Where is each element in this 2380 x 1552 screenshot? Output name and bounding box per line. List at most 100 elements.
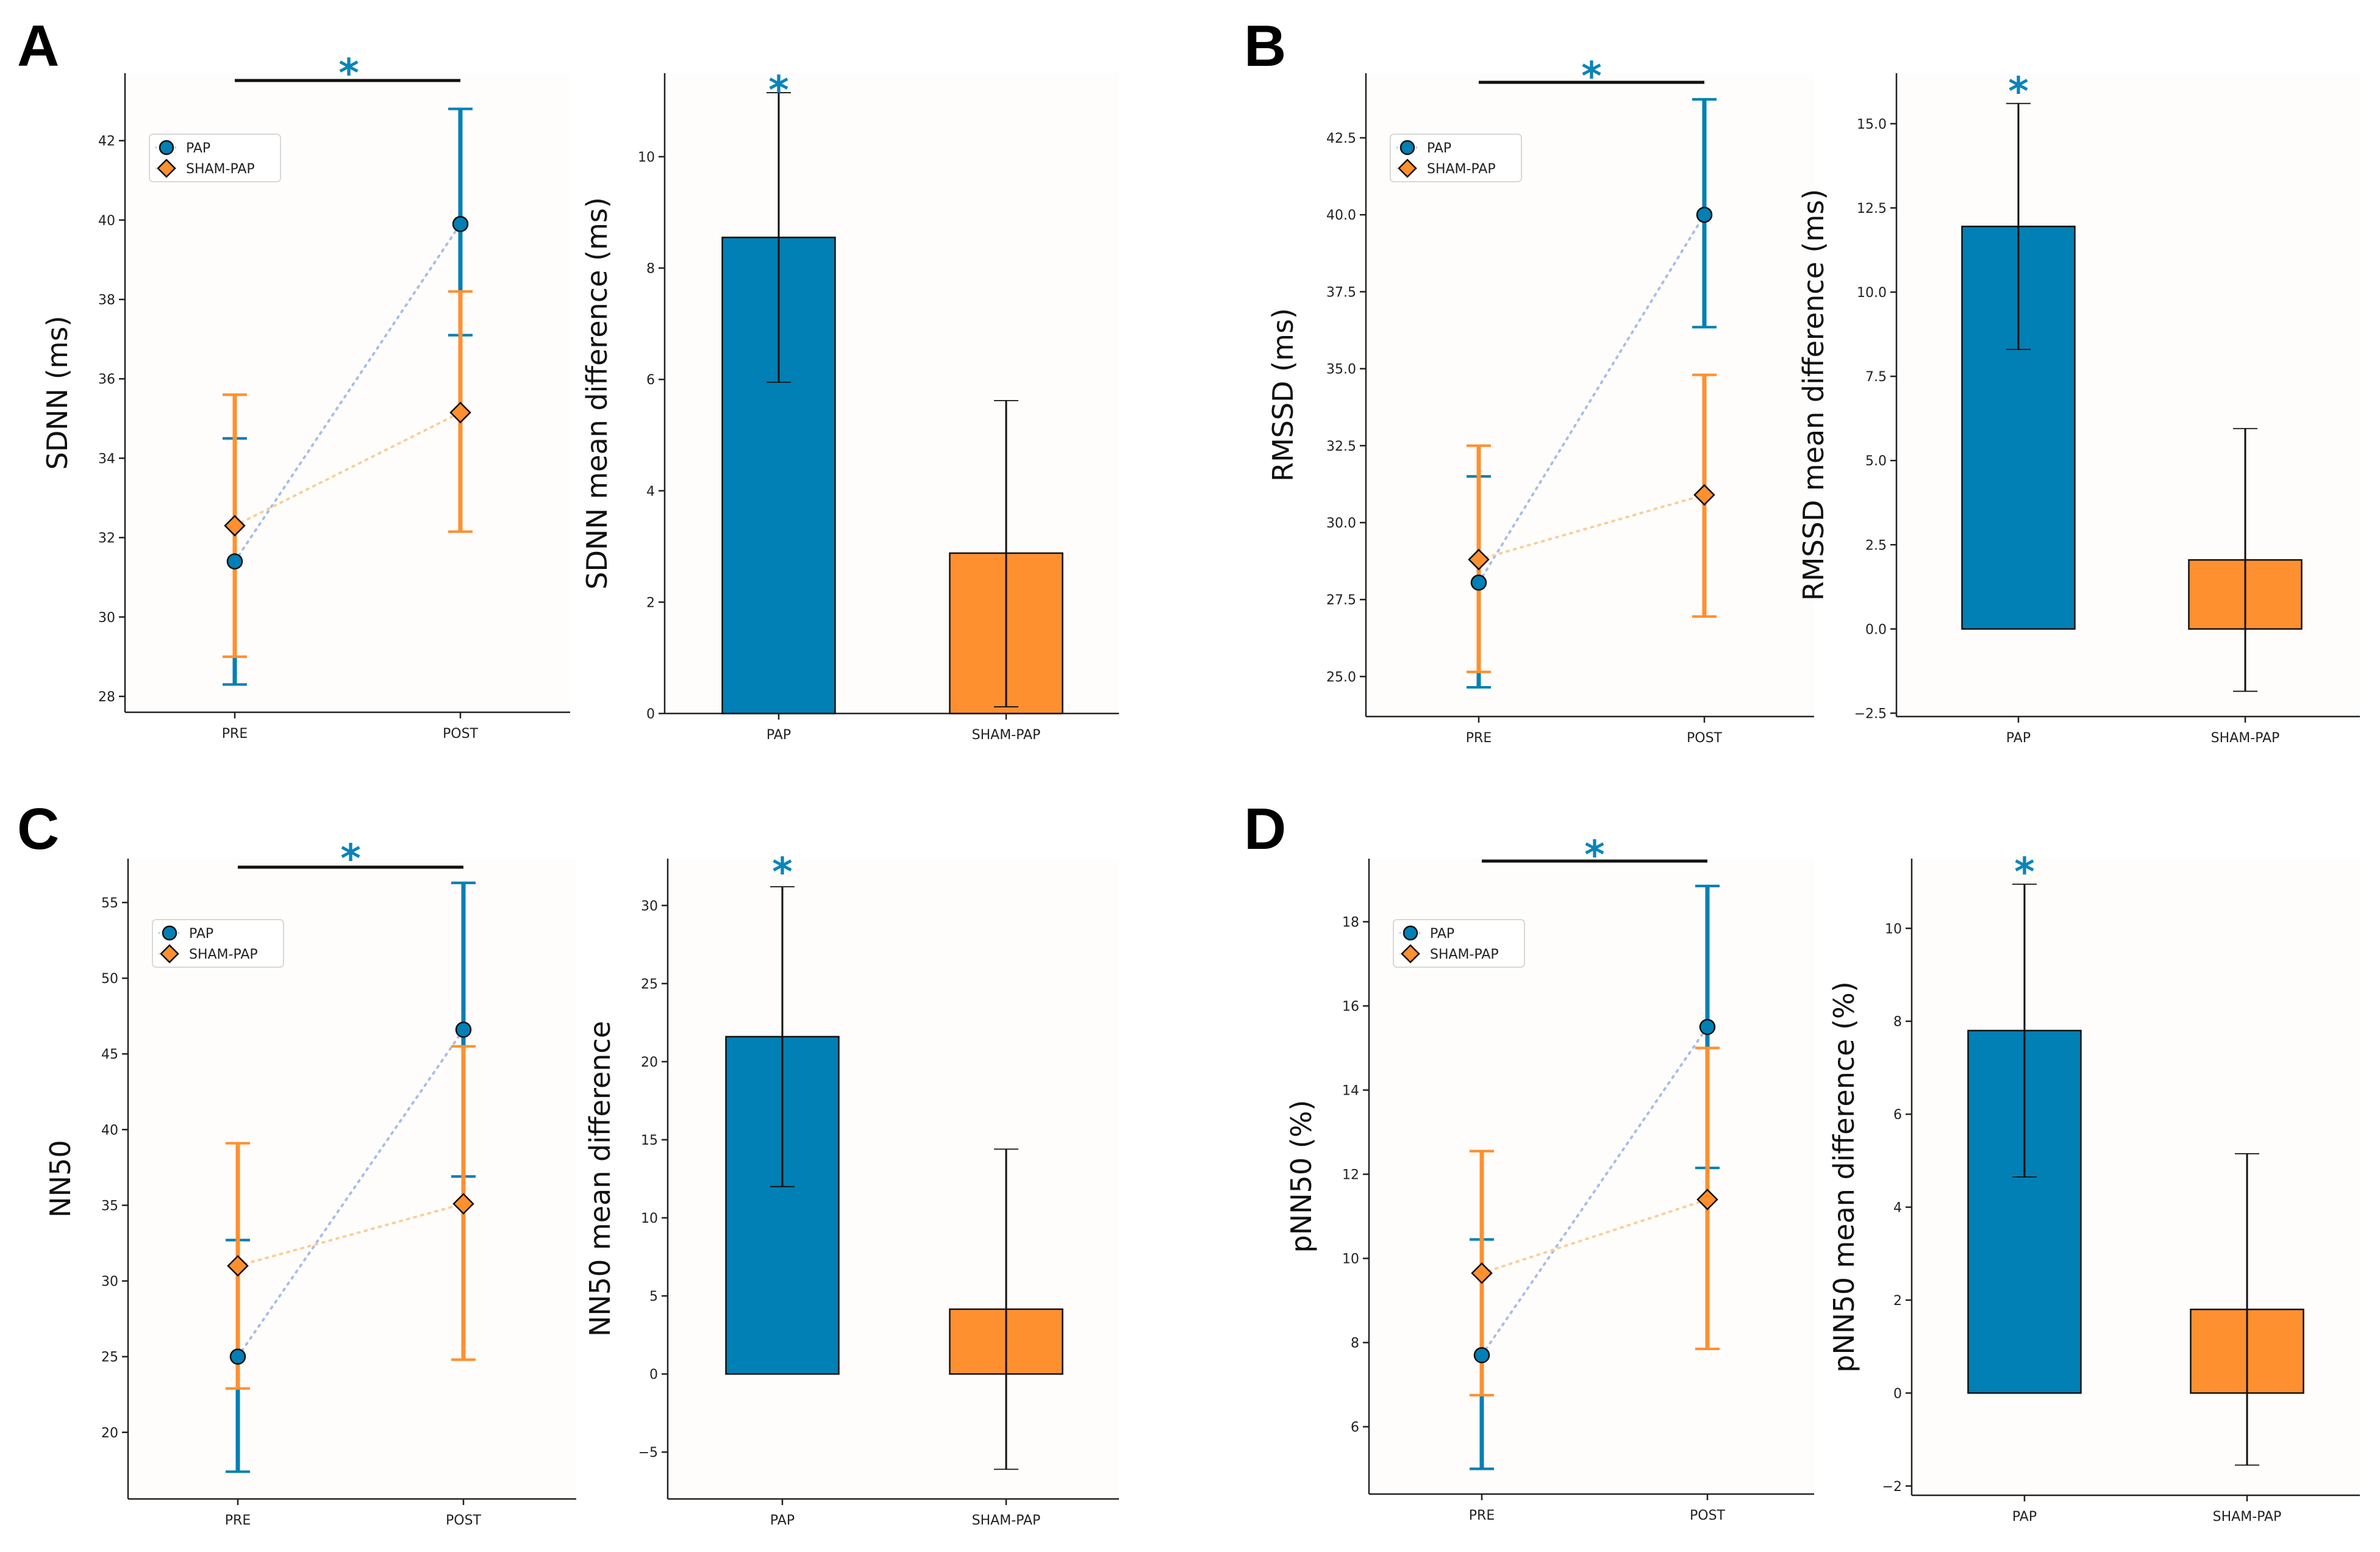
y-tick-label: 38 [98,293,115,308]
data-point-sham-pap [1696,1189,1718,1210]
legend-frame [1390,134,1522,182]
significance-star: * [2008,70,2028,115]
y-tick-label: 10 [1342,1252,1359,1267]
y-tick-label: 8 [1893,1015,1902,1030]
error-bar-sham-pap [994,399,1018,707]
significance-star: * [772,850,792,895]
y-tick-label: 34 [98,451,115,467]
significance-star: * [768,68,788,113]
error-bar-sham-pap [2233,427,2257,692]
series-line-pap [1481,1026,1709,1357]
y-tick-label: 15.0 [1857,117,1887,132]
series-line-sham-pap [237,1202,465,1267]
error-bar-pap [2006,102,2031,350]
legend-marker-sham-pap [160,944,179,964]
y-axis-label: RMSSD (ms) [1267,308,1299,482]
y-tick-label: 30.0 [1326,516,1356,531]
legend-frame [149,134,281,182]
bar-chart: −2 0 2 4 6 8 10 PAP SHAM-PAP pNN50 mean differenc… [1828,850,2360,1525]
y-tick-label: −2 [1882,1479,1902,1495]
data-point-sham-pap [224,515,246,537]
data-point-sham-pap [227,1254,249,1277]
error-bar-sham-pap [994,1148,1018,1470]
y-tick-label: 55 [101,896,118,911]
data-point-pap [452,216,469,232]
y-tick-label: 35.0 [1326,362,1356,377]
data-point-pap [1696,206,1713,223]
series-line-sham-pap [1478,493,1706,561]
bar-chart: −5 0 5 10 15 20 25 30 PAP SHAM-PAP NN50 mean diffe… [584,850,1119,1528]
y-tick-label: 0.0 [1865,622,1887,637]
legend-marker-pap [162,925,177,941]
x-tick-label: PAP [2012,1509,2037,1525]
legend-label-pap: PAP [1430,926,1454,942]
legend-marker-pap [1399,140,1415,156]
series-line-sham-pap [234,411,462,527]
data-point-pap [1470,574,1487,591]
bar-chart: 0 2 4 6 8 10 PAP SHAM-PAP SDNN mean difference (… [581,68,1119,743]
y-tick-label: 36 [98,372,115,387]
y-tick-label: 2 [1893,1293,1902,1309]
y-tick-label: 45 [101,1047,118,1062]
y-tick-label: 25 [641,977,658,992]
series-line-pap [234,223,462,563]
data-point-pap [226,553,243,570]
y-tick-label: 37.5 [1326,285,1356,300]
y-tick-label: 14 [1342,1084,1359,1099]
legend-label-sham-pap: SHAM-PAP [189,947,258,962]
panel-letter: D [1244,796,1286,862]
legend: PAP SHAM-PAP [152,919,284,968]
bar-chart: −2.5 0.0 2.5 5.0 7.5 10.0 12.5 15.0 PAP SHAM-PAP R… [1797,70,2360,746]
y-tick-label: 4 [1893,1201,1902,1216]
x-tick-label: POST [1690,1508,1726,1523]
data-point-sham-pap [1471,1262,1493,1284]
data-point-pap [229,1348,246,1365]
error-bar-sham-pap [2235,1153,2259,1466]
line-chart: 6 8 10 12 14 16 18 PRE POST pNN50 (%) * PAP SHAM-PAP [1285,833,1814,1523]
y-axis-label: NN50 [44,1140,77,1217]
x-tick-label: SHAM-PAP [2213,1509,2282,1525]
y-tick-label: −5 [638,1445,658,1461]
y-tick-label: 42.5 [1326,131,1356,146]
y-tick-label: 8 [646,262,655,277]
y-tick-label: 6 [1893,1107,1902,1123]
data-point-sham-pap [1468,548,1490,571]
legend-label-pap: PAP [186,141,210,156]
legend-frame [152,919,284,968]
y-tick-label: 7.5 [1865,370,1887,385]
y-tick-label: 16 [1342,1000,1359,1015]
x-tick-label: SHAM-PAP [972,1513,1041,1528]
x-tick-label: PAP [770,1513,795,1528]
y-tick-label: 32 [98,531,115,546]
legend-marker-pap [159,140,174,156]
legend-marker-pap [1403,925,1418,941]
y-tick-label: 25.0 [1326,670,1356,685]
y-axis-label: pNN50 (%) [1285,1100,1318,1253]
legend: PAP SHAM-PAP [1393,919,1525,968]
significance-star: * [2014,850,2034,895]
x-tick-label: POST [446,1513,482,1528]
y-tick-label: 6 [1351,1420,1359,1436]
y-tick-label: 0 [646,707,655,722]
legend-frame [1393,919,1525,968]
y-tick-label: 2.5 [1865,538,1887,553]
y-tick-label: 28 [98,690,115,705]
y-tick-label: 8 [1351,1336,1359,1351]
series-line-pap [1478,213,1706,584]
x-tick-label: PAP [767,728,791,743]
y-tick-label: 20 [101,1426,118,1441]
panel-b: B 25.0 27.5 30.0 32.5 35.0 37.5 40.0 42.5 PRE POST… [1244,13,2360,746]
significance-star: * [1581,54,1601,99]
y-tick-label: 40.0 [1326,208,1356,223]
y-tick-label: 5 [649,1289,658,1304]
y-axis-label: SDNN (ms) [41,316,74,470]
series-line-pap [237,1028,465,1358]
line-chart: 20 25 30 35 40 45 50 55 PRE POST NN50 * PAP SHAM-PAP [44,837,576,1528]
panel-letter: C [17,796,59,862]
x-tick-label: PRE [225,1513,251,1528]
y-tick-label: 40 [98,213,115,229]
y-tick-label: 10 [1885,921,1902,937]
y-tick-label: 35 [101,1198,118,1214]
